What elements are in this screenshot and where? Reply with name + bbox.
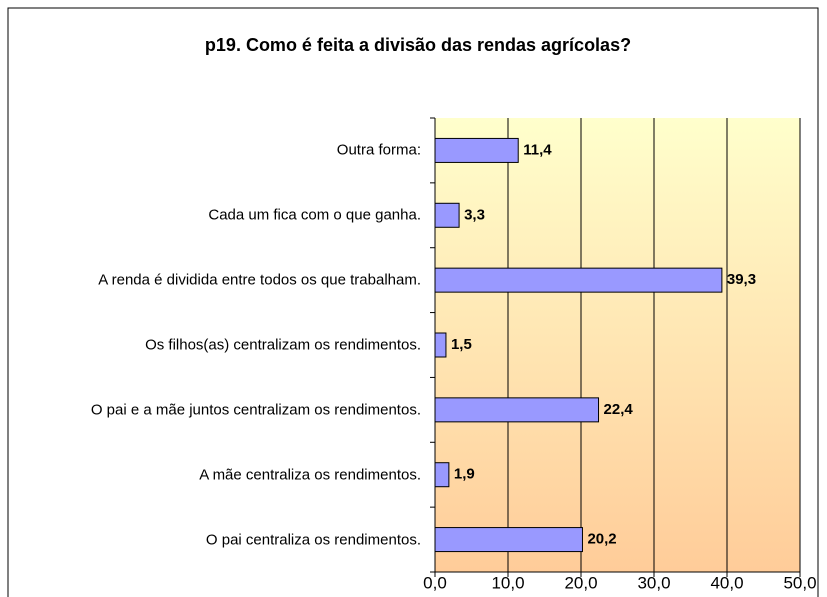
y-tick-label: A mãe centraliza os rendimentos.: [199, 466, 421, 484]
x-tick-label: 10,0: [491, 573, 524, 592]
x-tick-label: 50,0: [783, 573, 816, 592]
y-tick-label: O pai centraliza os rendimentos.: [205, 531, 421, 549]
x-tick-label: 30,0: [637, 573, 670, 592]
y-tick-label: Outra forma:: [336, 141, 421, 159]
value-label: 20,2: [587, 531, 616, 548]
plot-area: [435, 118, 800, 572]
value-label: 1,9: [454, 466, 475, 483]
value-label: 11,4: [523, 141, 552, 158]
bar: [434, 527, 583, 553]
y-tick-label: O pai e a mãe juntos centralizam os rend…: [90, 401, 421, 419]
bar: [434, 267, 723, 293]
value-label: 39,3: [727, 271, 756, 288]
bar: [434, 137, 519, 163]
bar: [434, 202, 460, 228]
y-tick-label: A renda é dividida entre todos os que tr…: [98, 271, 421, 289]
x-tick-label: 40,0: [710, 573, 743, 592]
x-tick-label: 0,0: [423, 573, 447, 592]
value-label: 3,3: [464, 206, 485, 223]
bar: [434, 397, 600, 423]
y-tick-label: Os filhos(as) centralizam os rendimentos…: [145, 336, 421, 354]
value-label: 22,4: [604, 401, 634, 418]
bar: [434, 332, 447, 358]
bar: [434, 462, 450, 488]
chart-title: p19. Como é feita a divisão das rendas a…: [205, 35, 631, 55]
chart-frame: [7, 7, 819, 597]
x-tick-label: 20,0: [564, 573, 597, 592]
value-label: 1,5: [451, 336, 472, 353]
y-tick-label: Cada um fica com o que ganha.: [208, 206, 421, 224]
